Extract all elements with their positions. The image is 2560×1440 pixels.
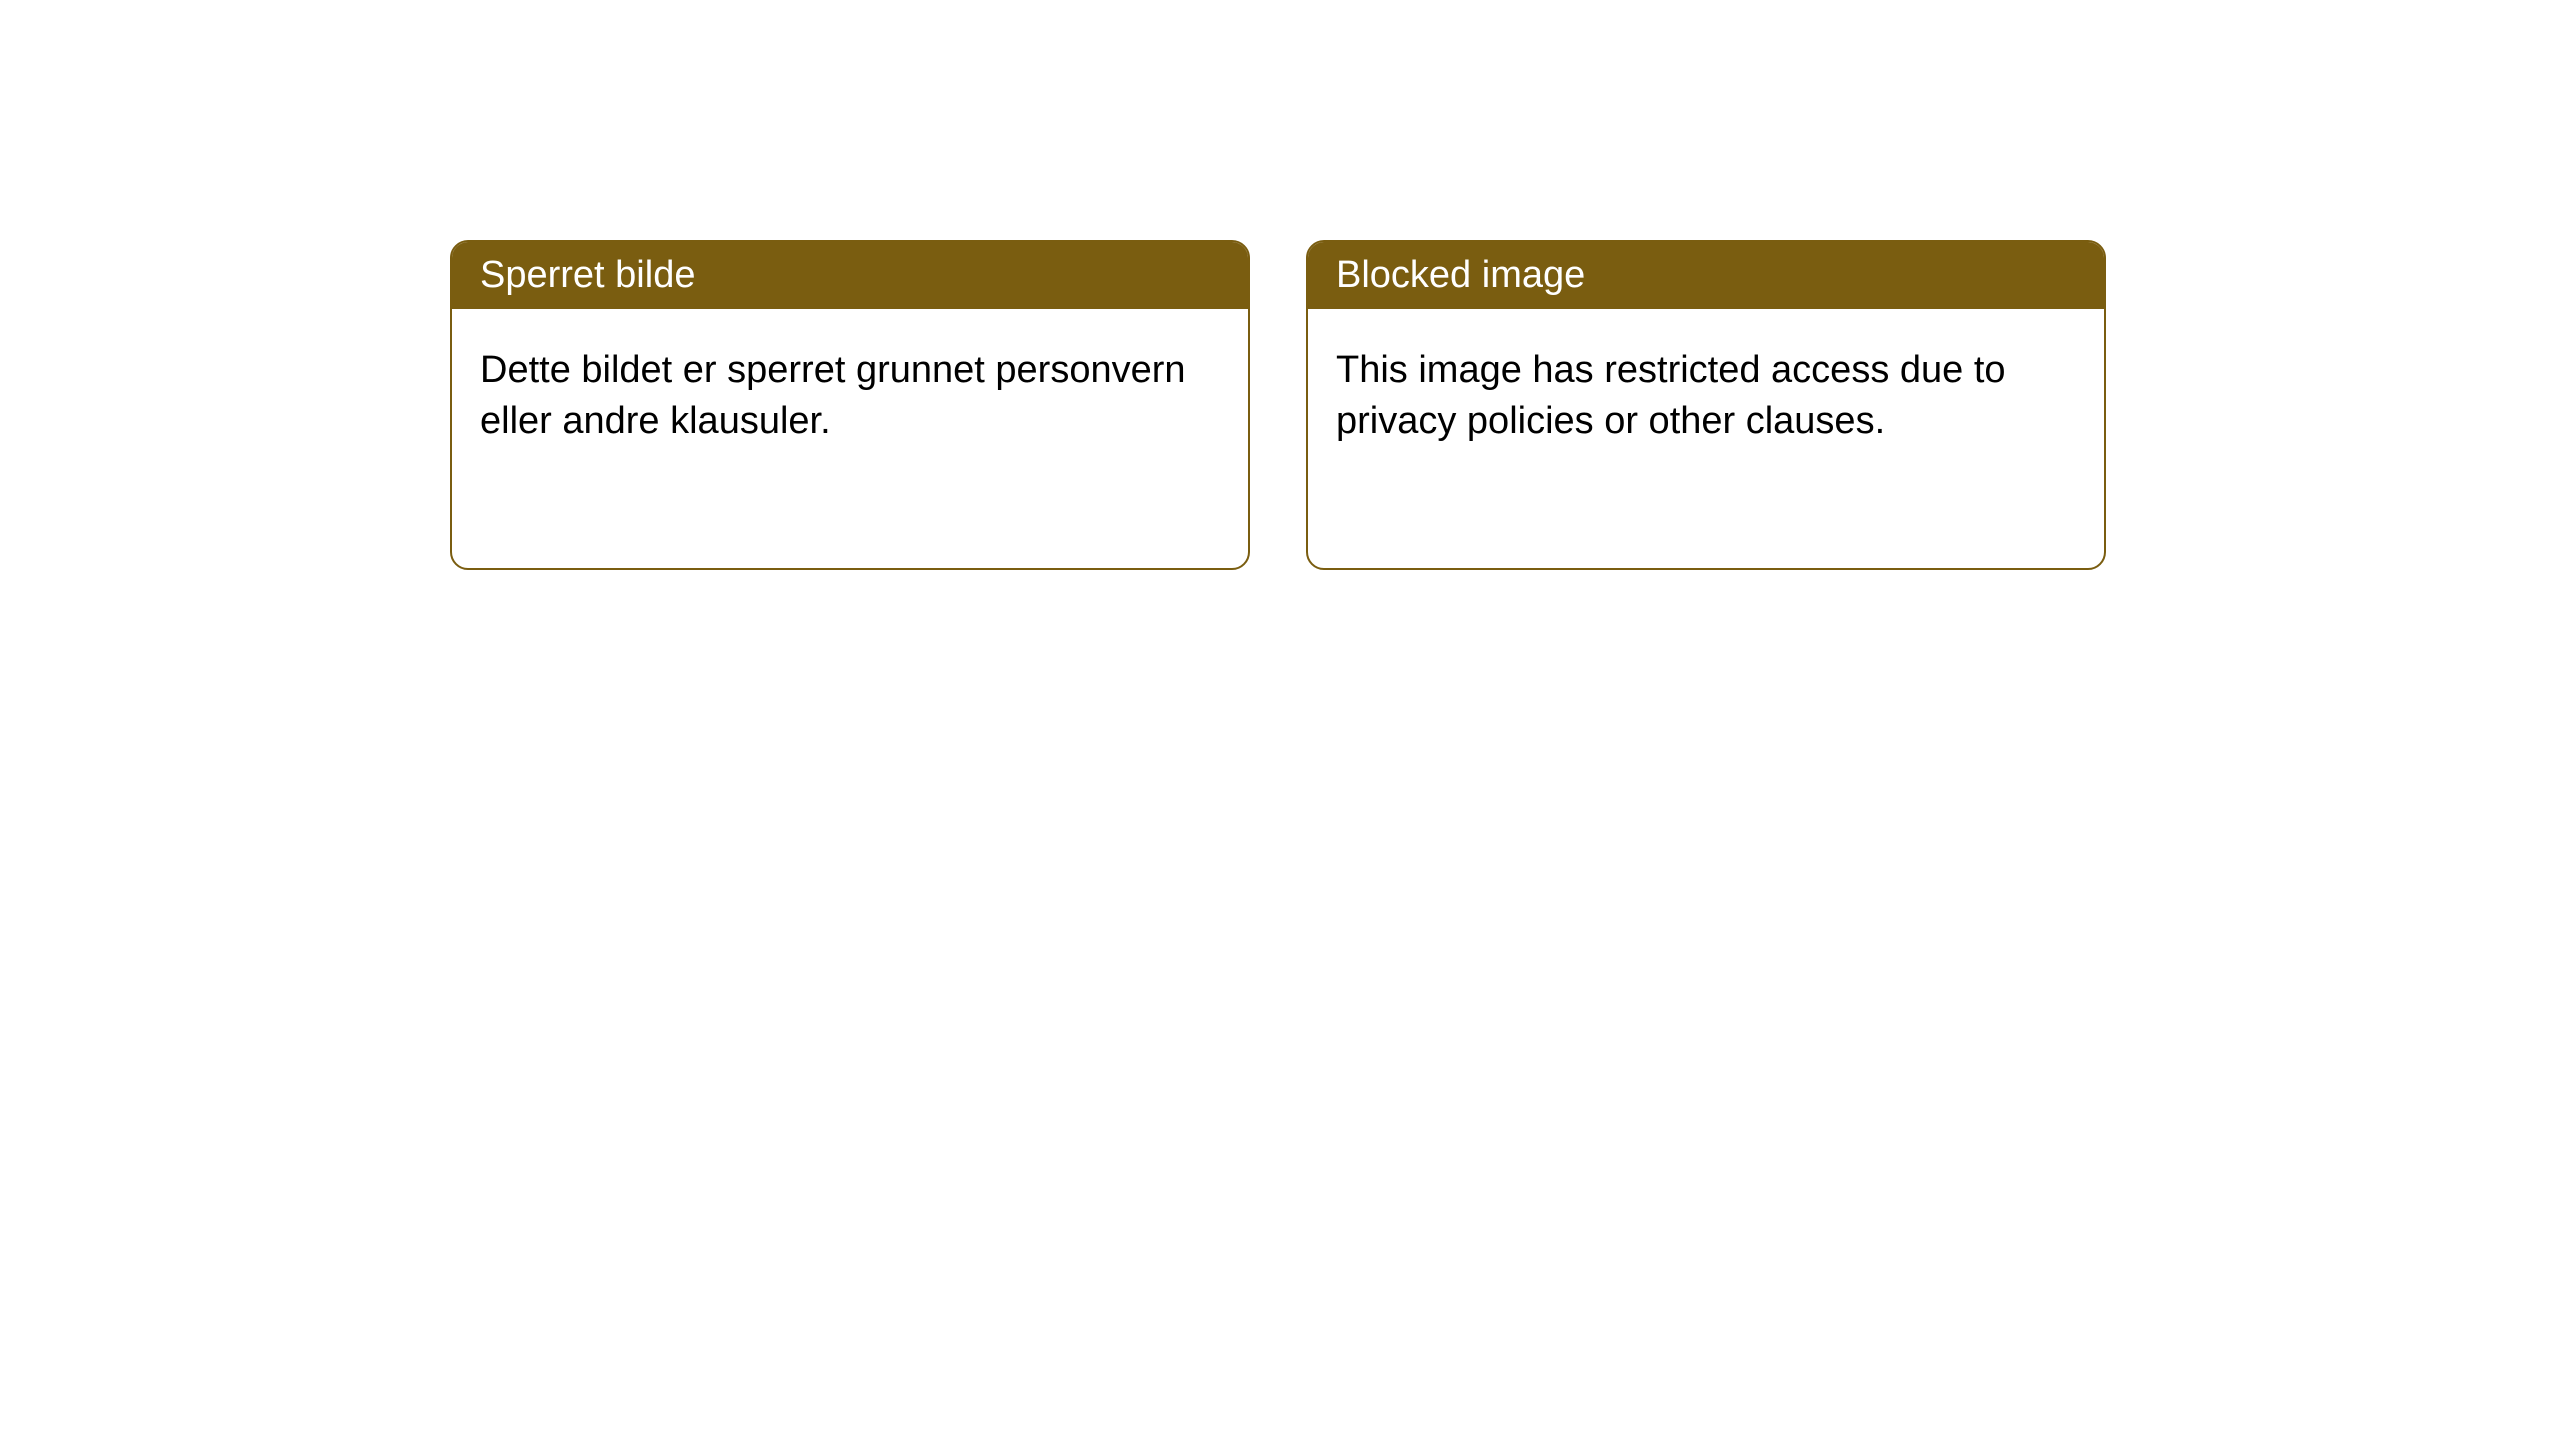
notice-header-norwegian: Sperret bilde	[452, 242, 1248, 309]
notice-box-norwegian: Sperret bilde Dette bildet er sperret gr…	[450, 240, 1250, 570]
notice-box-english: Blocked image This image has restricted …	[1306, 240, 2106, 570]
notice-body-norwegian: Dette bildet er sperret grunnet personve…	[452, 309, 1248, 484]
notice-container: Sperret bilde Dette bildet er sperret gr…	[450, 240, 2106, 570]
notice-text-norwegian: Dette bildet er sperret grunnet personve…	[480, 349, 1186, 442]
notice-text-english: This image has restricted access due to …	[1336, 349, 2006, 442]
notice-body-english: This image has restricted access due to …	[1308, 309, 2104, 484]
notice-header-english: Blocked image	[1308, 242, 2104, 309]
notice-title-english: Blocked image	[1336, 254, 1585, 296]
notice-title-norwegian: Sperret bilde	[480, 254, 695, 296]
